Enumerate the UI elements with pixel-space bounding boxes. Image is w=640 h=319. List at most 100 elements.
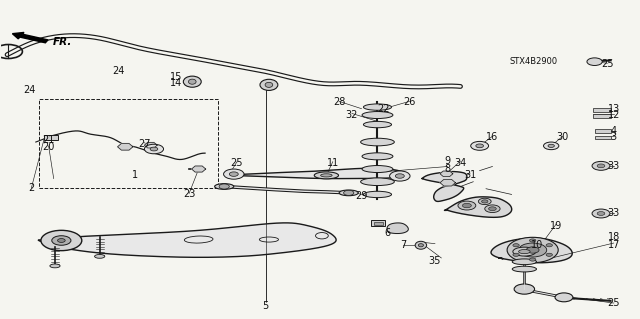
Polygon shape [444,197,512,217]
Ellipse shape [50,264,60,268]
Ellipse shape [362,166,393,173]
Circle shape [546,244,552,247]
Ellipse shape [419,244,424,247]
Text: 8: 8 [445,164,451,174]
Bar [39,99,218,188]
Ellipse shape [339,190,358,196]
Text: 16: 16 [486,132,499,142]
Circle shape [597,211,605,215]
Ellipse shape [518,249,530,254]
Text: 29: 29 [355,191,368,201]
Circle shape [390,171,410,181]
Text: 33: 33 [607,209,620,219]
Text: 25: 25 [231,158,243,168]
Bar [374,222,383,225]
Ellipse shape [360,178,394,186]
Circle shape [548,144,554,147]
Circle shape [145,144,164,154]
Text: 24: 24 [23,85,36,95]
Ellipse shape [513,247,536,256]
Text: 11: 11 [326,158,339,168]
Ellipse shape [362,112,393,119]
Circle shape [344,190,354,196]
Ellipse shape [321,174,332,177]
Text: 32: 32 [346,110,358,120]
Ellipse shape [364,191,392,197]
Text: 30: 30 [557,132,569,142]
Text: 33: 33 [607,161,620,171]
Circle shape [481,200,488,203]
Text: 20: 20 [42,142,55,152]
Text: 28: 28 [333,97,346,107]
Circle shape [150,147,158,151]
Circle shape [470,141,488,150]
Ellipse shape [415,241,427,249]
Text: 31: 31 [464,170,476,180]
Text: 22: 22 [378,104,390,114]
Text: 14: 14 [170,78,182,88]
Text: 3: 3 [611,132,617,142]
Circle shape [52,236,71,245]
Polygon shape [118,144,133,150]
Text: 1: 1 [132,170,138,180]
Text: 18: 18 [607,232,620,242]
Circle shape [458,201,476,210]
Bar [593,108,611,112]
Circle shape [514,284,534,294]
Polygon shape [440,171,453,176]
Ellipse shape [260,79,278,90]
Text: 6: 6 [384,227,390,238]
Circle shape [396,174,404,178]
Circle shape [484,205,500,212]
Text: 21: 21 [42,136,55,145]
Circle shape [555,293,573,302]
Polygon shape [38,223,336,257]
Polygon shape [227,168,406,179]
Ellipse shape [512,259,536,265]
Circle shape [507,237,558,263]
Ellipse shape [360,138,394,146]
Circle shape [546,253,552,256]
Ellipse shape [265,82,273,87]
Text: 24: 24 [113,66,125,76]
Text: 12: 12 [607,110,620,120]
Circle shape [223,169,244,179]
Ellipse shape [314,172,339,179]
Circle shape [592,209,610,218]
Text: 13: 13 [607,104,620,114]
Circle shape [597,164,605,168]
Text: 10: 10 [531,240,543,250]
Text: 27: 27 [138,139,150,149]
Ellipse shape [188,79,196,84]
Polygon shape [440,179,456,186]
Circle shape [513,253,519,256]
Polygon shape [422,172,467,201]
Circle shape [488,207,496,211]
Ellipse shape [512,266,536,272]
Bar [593,114,611,118]
Text: 15: 15 [170,72,182,82]
Bar [595,136,611,139]
Polygon shape [145,143,157,148]
Text: 23: 23 [183,189,195,199]
Polygon shape [191,166,205,172]
Bar [44,135,58,140]
Ellipse shape [95,255,105,258]
Text: 34: 34 [454,158,467,168]
Text: 2: 2 [28,183,35,193]
Text: STX4B2900: STX4B2900 [510,56,558,65]
Circle shape [587,58,602,65]
Circle shape [529,258,536,261]
Text: 25: 25 [601,59,614,69]
Circle shape [529,239,536,242]
Circle shape [58,239,65,242]
Text: 25: 25 [607,298,620,308]
Circle shape [476,144,483,148]
Ellipse shape [214,184,234,189]
FancyArrow shape [12,33,48,43]
Ellipse shape [364,104,392,110]
Ellipse shape [183,76,201,87]
Text: 26: 26 [403,97,415,107]
Text: 17: 17 [607,240,620,250]
Text: 35: 35 [429,256,441,266]
